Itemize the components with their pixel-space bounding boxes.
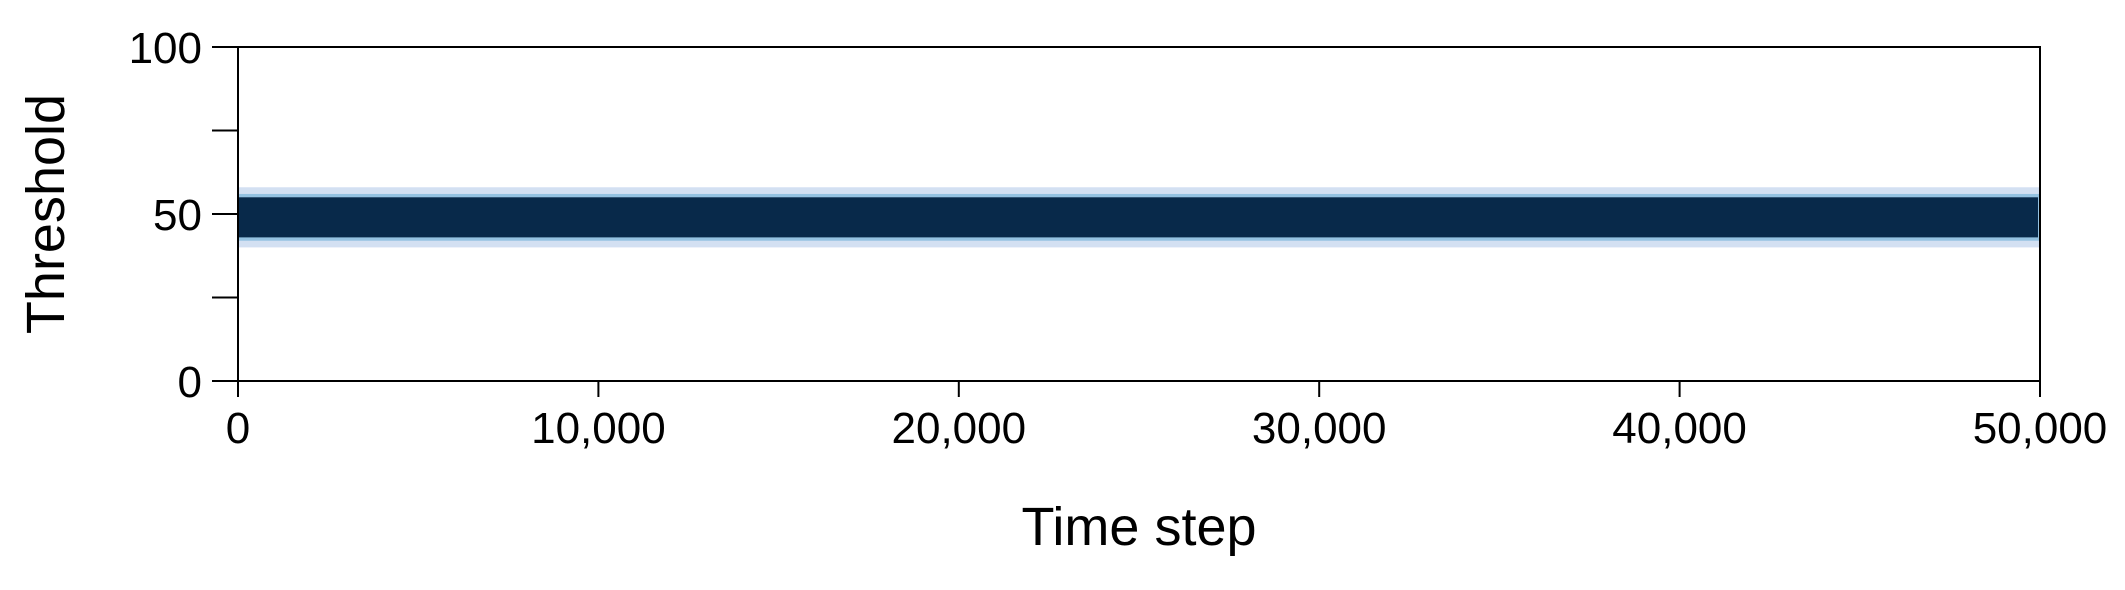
y-tick-label: 0 xyxy=(178,358,202,407)
x-tick-label: 20,000 xyxy=(892,404,1027,453)
x-tick-label: 40,000 xyxy=(1612,404,1747,453)
threshold-series xyxy=(238,197,2038,238)
y-tick-label: 100 xyxy=(129,24,202,73)
threshold-series-band-0 xyxy=(238,197,2038,238)
y-axis-ticks: 0 50 100 xyxy=(129,24,238,407)
x-tick-label: 50,000 xyxy=(1973,404,2108,453)
y-tick-label: 50 xyxy=(153,191,202,240)
x-tick-label: 0 xyxy=(226,404,250,453)
y-axis-label: Threshold xyxy=(16,94,76,334)
x-tick-label: 10,000 xyxy=(531,404,666,453)
x-tick-label: 30,000 xyxy=(1252,404,1387,453)
x-axis-ticks: 0 10,000 20,000 30,000 40,000 50,000 xyxy=(226,381,2108,453)
x-axis-label: Time step xyxy=(1021,497,1256,557)
